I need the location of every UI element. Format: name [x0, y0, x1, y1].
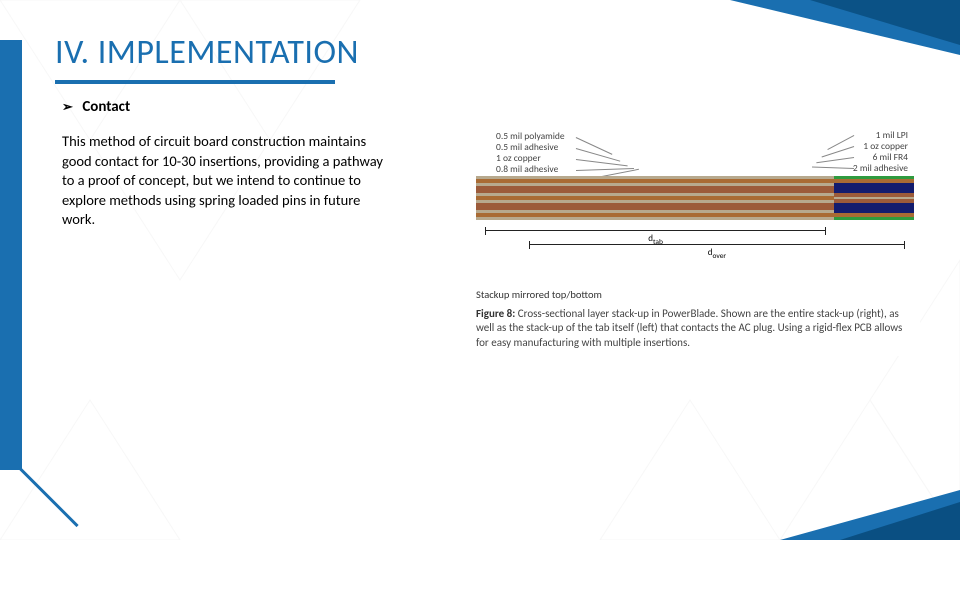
title-underline: [55, 80, 335, 84]
dimension-label: dtab: [648, 233, 663, 244]
dimension-label: dover: [708, 247, 726, 258]
dimension-d_over: dover: [529, 244, 906, 259]
layer-bars: [476, 176, 914, 220]
rigid-layer: [834, 203, 914, 213]
figure-caption-text: Cross-sectional layer stack-up in PowerB…: [476, 307, 902, 349]
sidebar-stripe: [0, 40, 22, 470]
bullet-label: Contact: [82, 98, 130, 116]
leader-line: [576, 137, 613, 155]
leader-line: [812, 167, 854, 169]
figure-caption: Figure 8: Cross-sectional layer stack-up…: [476, 307, 914, 350]
chevron-right-icon: ➢: [62, 100, 73, 115]
accent-bottom-right: [780, 490, 960, 540]
stackup-diagram: 0.5 mil polyamide0.5 mil adhesive1 oz co…: [476, 126, 914, 246]
slide-title: IV. IMPLEMENTATION: [55, 32, 359, 73]
accent-bottom-left: [0, 461, 79, 588]
rigid-layer: [834, 217, 914, 220]
figure-footer: Stackup mirrored top/bottom: [476, 288, 914, 301]
figure-stackup: 0.5 mil polyamide0.5 mil adhesive1 oz co…: [470, 120, 920, 356]
dimension-d_tab: dtab: [485, 230, 827, 245]
bullet-contact: ➢ Contact: [62, 98, 130, 116]
rigid-layer: [834, 183, 914, 193]
leader-line: [816, 157, 854, 163]
layer-label-right: 2 mil adhesive: [853, 162, 908, 174]
leader-line: [822, 146, 855, 157]
figure-caption-lead: Figure 8:: [476, 307, 515, 320]
body-text: This method of circuit board constructio…: [62, 132, 392, 230]
accent-top-right: [730, 0, 960, 55]
